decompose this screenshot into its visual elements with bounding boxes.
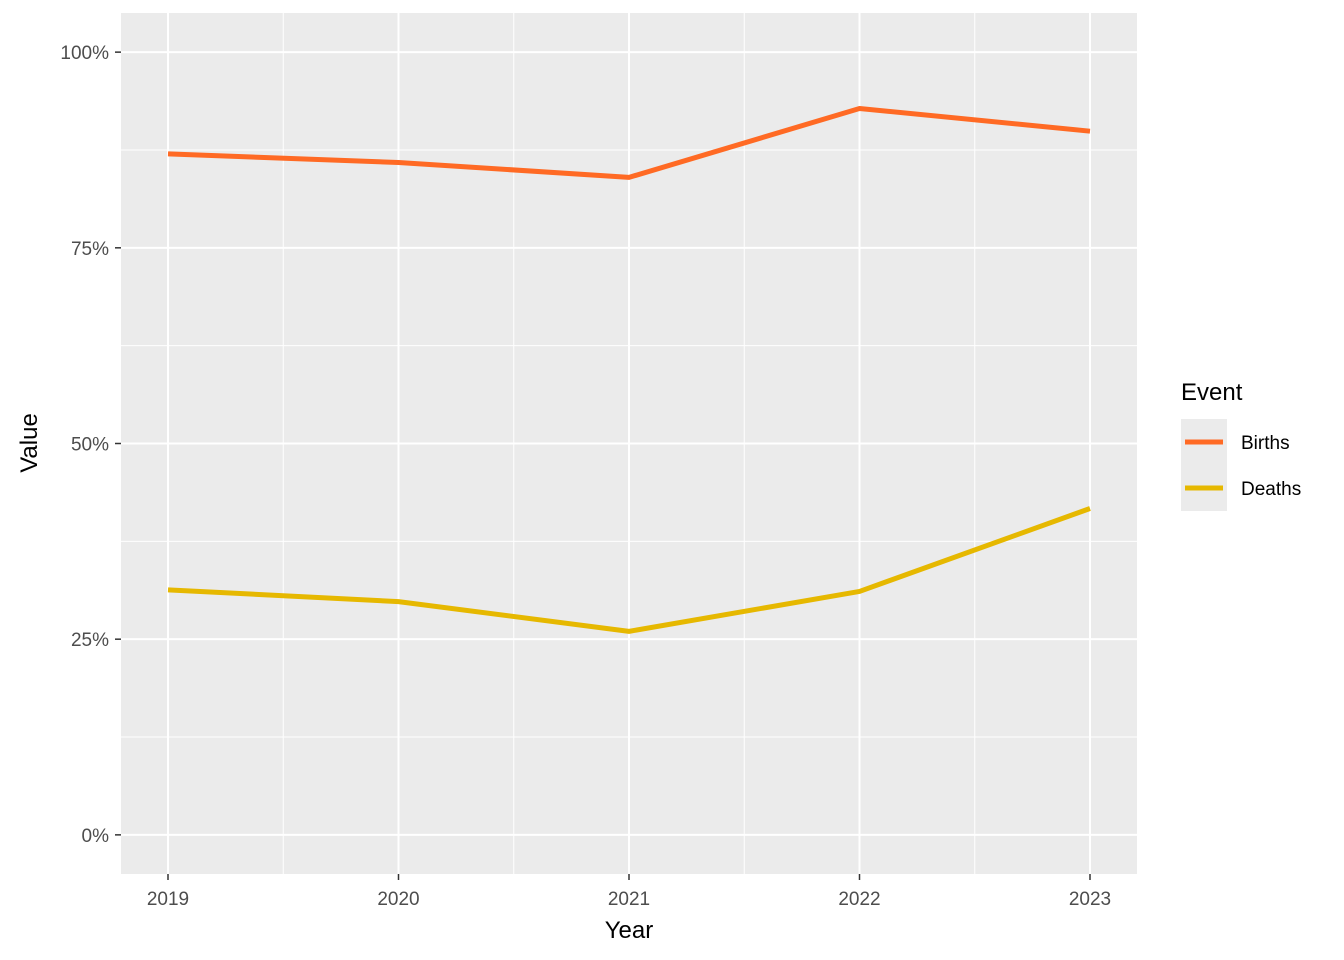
y-tick-label: 0% bbox=[82, 826, 110, 847]
legend-title: Event bbox=[1181, 379, 1243, 406]
x-axis-title: Year bbox=[605, 917, 654, 944]
legend-label: Births bbox=[1241, 433, 1290, 454]
x-tick-label: 2021 bbox=[608, 889, 650, 910]
series-layer bbox=[167, 105, 1091, 634]
y-tick-label: 75% bbox=[71, 239, 109, 260]
legend-keys: Births Deaths bbox=[1181, 419, 1301, 511]
y-axis: 0% 25% 50% 75% 100% bbox=[60, 43, 121, 847]
x-axis: 2019 2020 2021 2022 2023 bbox=[147, 874, 1111, 910]
y-tick-label: 25% bbox=[71, 630, 109, 651]
legend: Event Births Deaths bbox=[1181, 379, 1301, 511]
series-line-births bbox=[167, 105, 1091, 180]
y-axis-title: Value bbox=[16, 413, 43, 473]
y-tick-label: 50% bbox=[71, 435, 109, 456]
legend-label: Deaths bbox=[1241, 479, 1301, 500]
x-tick-label: 2022 bbox=[838, 889, 880, 910]
x-tick-label: 2023 bbox=[1069, 889, 1111, 910]
x-tick-label: 2019 bbox=[147, 889, 189, 910]
grid-major bbox=[121, 13, 1137, 874]
x-tick-label: 2020 bbox=[377, 889, 419, 910]
y-tick-label: 100% bbox=[60, 43, 109, 64]
series-line-deaths bbox=[167, 506, 1091, 634]
